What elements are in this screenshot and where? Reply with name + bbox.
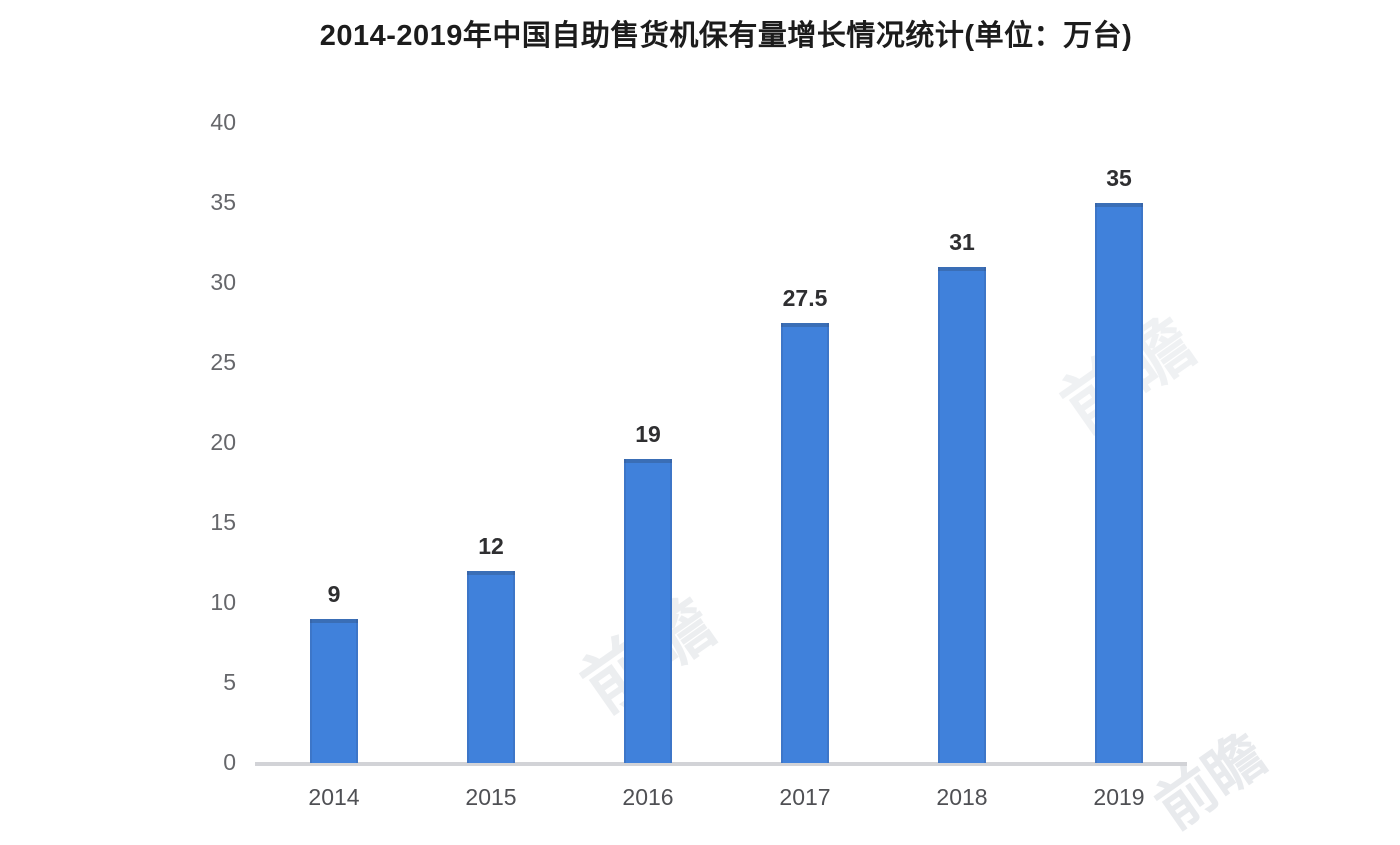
bar-2016 bbox=[624, 459, 672, 763]
value-label: 9 bbox=[327, 581, 341, 607]
y-tick-label: 20 bbox=[210, 429, 236, 455]
value-label: 35 bbox=[1106, 165, 1132, 191]
y-tick-label: 25 bbox=[210, 349, 236, 375]
bar-2017 bbox=[781, 323, 829, 763]
value-label: 31 bbox=[949, 229, 975, 255]
y-tick-label: 0 bbox=[223, 749, 236, 775]
x-tick-label: 2018 bbox=[936, 784, 988, 810]
bar-2015 bbox=[467, 571, 515, 763]
y-tick-label: 30 bbox=[210, 269, 236, 295]
chart-title: 2014-2019年中国自助售货机保有量增长情况统计(单位：万台) bbox=[319, 20, 1133, 52]
watermark: 前瞻 bbox=[1145, 721, 1278, 842]
x-tick-label: 2016 bbox=[622, 784, 674, 810]
y-tick-label: 15 bbox=[210, 509, 236, 535]
y-tick-label: 40 bbox=[210, 109, 236, 135]
x-tick-label: 2019 bbox=[1093, 784, 1145, 810]
value-label: 12 bbox=[478, 533, 504, 559]
value-label: 19 bbox=[635, 421, 661, 447]
bar-2014 bbox=[310, 619, 358, 763]
value-label: 27.5 bbox=[782, 285, 828, 311]
y-tick-label: 10 bbox=[210, 589, 236, 615]
y-tick-label: 35 bbox=[210, 189, 236, 215]
bar-2018 bbox=[938, 267, 986, 763]
x-axis-line bbox=[255, 762, 1187, 766]
bar-2019 bbox=[1095, 203, 1143, 763]
x-tick-label: 2014 bbox=[308, 784, 360, 810]
y-tick-label: 5 bbox=[223, 669, 236, 695]
x-tick-label: 2015 bbox=[465, 784, 517, 810]
x-tick-label: 2017 bbox=[779, 784, 831, 810]
